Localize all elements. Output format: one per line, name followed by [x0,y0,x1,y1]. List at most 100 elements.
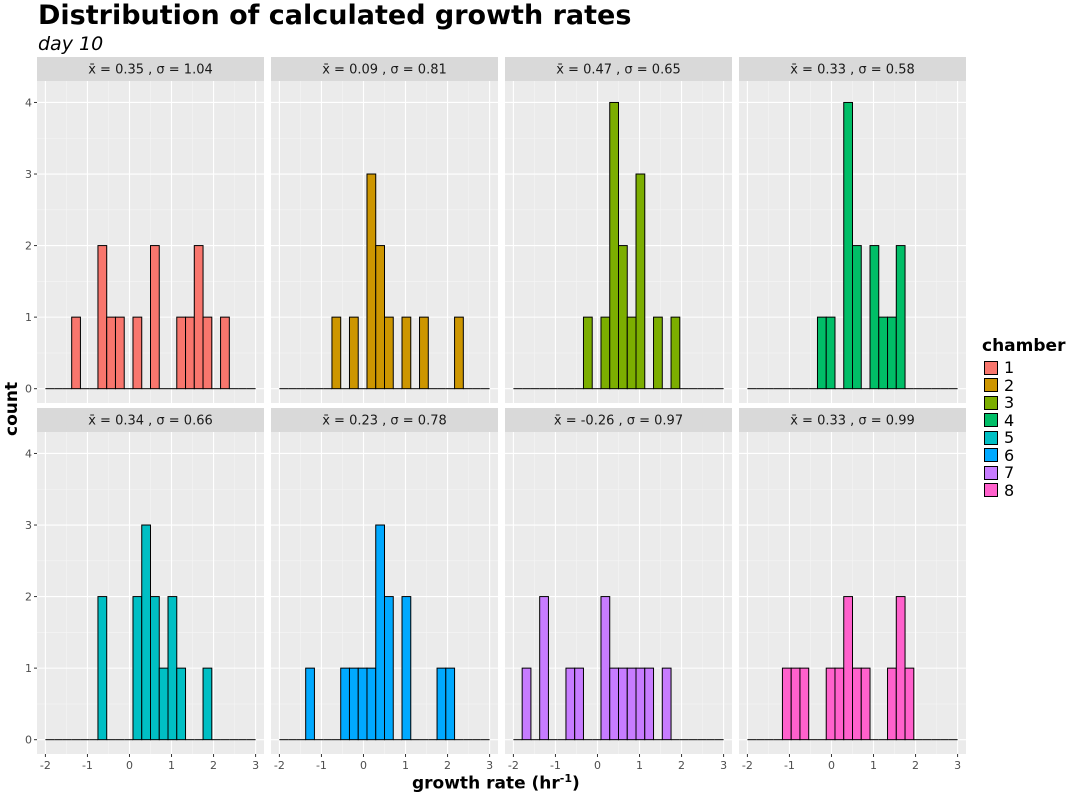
panel-8: x̄ = 0.33 , σ = 0.99 -2 -1 0 1 2 3 [739,408,966,772]
bar [331,316,342,390]
bar [106,316,116,390]
legend-item-5: 5 [982,429,1065,446]
y-tick-label: 3 [25,519,32,532]
y-axis-label: count [2,381,22,436]
bar [521,667,532,741]
bar [852,667,862,741]
bar [600,596,611,741]
x-tick-label: -1 [550,759,561,772]
strip-label: x̄ = 0.09 , σ = 0.81 [322,63,447,78]
bar [825,667,836,741]
bar [445,667,456,741]
legend-key [984,378,998,392]
bar [366,173,377,390]
bar [626,316,637,390]
legend-key [984,448,998,462]
bar [644,667,655,741]
x-axis-label-main: growth rate (hr [412,773,560,794]
bar [401,316,412,390]
bar [384,596,394,741]
strip-bg [271,408,498,432]
bar [887,316,897,390]
bar [852,245,862,390]
bar [878,316,889,390]
bar [71,316,81,390]
x-tick-label: 3 [486,759,493,772]
bar [436,667,447,741]
legend-label: 4 [1004,410,1015,430]
bar [816,316,827,390]
legend-label: 8 [1004,480,1015,500]
x-axis-label-superscript: -1 [559,772,573,785]
panel-6: x̄ = 0.23 , σ = 0.78 -2 -1 0 1 2 3 [271,408,498,772]
strip-label: x̄ = -0.26 , σ = 0.97 [554,414,683,429]
x-tick-label: -2 [40,759,51,772]
y-tick-label: 2 [25,240,32,253]
bar [895,596,906,741]
x-tick-label: -1 [316,759,327,772]
legend-key [984,483,998,497]
x-tick-label: 0 [594,759,601,772]
bar [781,667,792,741]
bar [869,245,880,390]
strip-bg [505,408,732,432]
bar [618,667,628,741]
y-tick-label: 1 [25,662,32,675]
strip-label: x̄ = 0.34 , σ = 0.66 [88,414,213,429]
x-tick-label: 1 [870,759,877,772]
x-tick-label: 1 [168,759,175,772]
bar [348,667,359,741]
strip-bg [37,57,264,81]
chart-title: Distribution of calculated growth rates [38,0,632,31]
x-tick-label: -1 [82,759,93,772]
legend-item-1: 1 [982,359,1065,376]
x-tick-label: 3 [720,759,727,772]
panel-7: x̄ = -0.26 , σ = 0.97 -2 -1 0 1 2 3 [505,408,732,772]
bar [454,316,464,390]
bar [834,667,845,741]
x-tick-label: 0 [126,759,133,772]
bar [202,316,213,390]
bar [141,524,151,741]
bar [661,667,672,741]
legend-label: 3 [1004,393,1015,412]
bar [132,316,143,390]
bar [132,596,143,741]
bar [887,667,897,741]
legend-item-4: 4 [982,412,1065,429]
bar [574,667,584,741]
y-tick-label: 0 [25,734,32,747]
x-axis-label-close: ) [572,773,580,794]
y-tick-label: 0 [25,383,32,396]
bar [158,667,169,741]
x-tick-label: 3 [954,759,961,772]
bar [609,667,620,741]
bar [609,101,620,390]
bar [401,596,412,741]
bar [167,596,178,741]
strip-bg [37,408,264,432]
bar [825,316,836,390]
bar [97,596,108,741]
x-tick-label: 2 [444,759,451,772]
strip-bg [739,57,966,81]
x-axis-label: growth rate (hr-1) [412,772,580,794]
bar [340,667,350,741]
x-tick-label: 1 [636,759,643,772]
bar [202,667,213,741]
strip-bg [505,57,732,81]
chart-subtitle: day 10 [38,33,104,55]
panel-2: x̄ = 0.09 , σ = 0.81 [271,57,498,403]
legend-item-3: 3 [982,394,1065,411]
y-tick-label: 4 [25,447,32,460]
bar [305,667,315,741]
bar [357,667,368,741]
bar [635,173,646,390]
legend-key [984,413,998,427]
legend-label: 2 [1004,375,1015,395]
legend-key [984,395,998,410]
bar [185,316,195,390]
bar [97,245,108,390]
